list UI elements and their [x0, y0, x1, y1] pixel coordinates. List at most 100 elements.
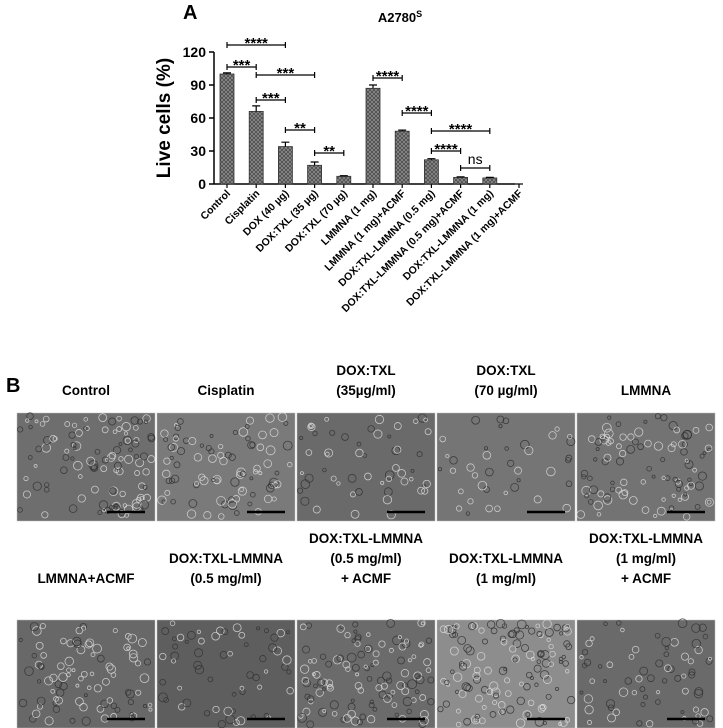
cell [484, 446, 488, 451]
cell [589, 678, 595, 684]
cell [300, 496, 310, 506]
cell [219, 650, 228, 659]
cell [142, 468, 150, 476]
cell [640, 702, 646, 707]
cell [382, 495, 393, 505]
significance-bracket [226, 64, 257, 70]
cell [565, 669, 570, 674]
cell [135, 496, 142, 503]
cell [114, 503, 119, 508]
cell [169, 442, 179, 452]
cell [282, 655, 292, 665]
error-bar [310, 161, 319, 166]
cell [286, 687, 294, 695]
cell [60, 466, 68, 474]
cell [681, 687, 689, 695]
cell [49, 673, 58, 683]
cell [52, 705, 61, 714]
cell [364, 644, 373, 654]
y-tick-label: 90 [190, 77, 206, 93]
cell [481, 638, 488, 645]
cell [624, 677, 633, 685]
cell [312, 671, 321, 679]
cell [193, 660, 203, 670]
cell [212, 474, 222, 485]
cell [32, 481, 42, 491]
cell [529, 675, 534, 680]
cell [100, 699, 109, 709]
cell [660, 414, 668, 422]
cell [231, 692, 237, 697]
panel-label: B [6, 375, 20, 397]
cell [163, 437, 169, 443]
micrograph-label: DOX:TXL-LMMNA [169, 551, 283, 566]
significance-label: *** [277, 65, 295, 82]
cell [660, 457, 666, 463]
cell [211, 631, 220, 641]
cell [312, 430, 318, 437]
cell [449, 467, 457, 474]
cell [239, 685, 245, 691]
micrograph [156, 412, 296, 522]
cell [44, 716, 54, 726]
cell [489, 711, 497, 718]
cell [305, 449, 313, 456]
cell [554, 426, 560, 432]
cell [548, 643, 554, 650]
cell [688, 668, 696, 676]
cell [131, 439, 140, 448]
cell [59, 682, 68, 691]
cell [642, 694, 649, 700]
cell [232, 623, 242, 633]
cell [597, 490, 605, 498]
cell [409, 476, 414, 482]
cell [355, 488, 363, 496]
cell [583, 694, 594, 704]
cell [160, 429, 169, 438]
cell [177, 418, 184, 425]
cell [525, 650, 535, 660]
cell [34, 419, 39, 424]
cell [174, 424, 181, 432]
cell [70, 456, 75, 461]
cell [350, 509, 360, 519]
cell [418, 642, 424, 648]
micrograph-image [436, 412, 576, 522]
cell [97, 509, 103, 515]
significance-label: *** [262, 90, 280, 107]
cell [646, 465, 652, 472]
cell [351, 638, 357, 644]
cell [366, 632, 371, 637]
cell [501, 623, 508, 629]
cell [584, 493, 590, 499]
cell [515, 718, 526, 728]
cell [64, 421, 71, 428]
cell [55, 688, 65, 697]
cell [329, 700, 339, 710]
cell [263, 628, 270, 634]
significance-bracket [430, 148, 462, 154]
cell [259, 655, 267, 663]
cell [533, 664, 542, 673]
cell [694, 645, 703, 655]
cell [635, 675, 643, 683]
cell [440, 677, 447, 685]
cell [297, 712, 308, 723]
cell [424, 428, 432, 436]
cell [603, 621, 608, 627]
cell [90, 652, 96, 658]
cell [81, 716, 91, 726]
cell [486, 688, 494, 695]
cell [467, 498, 474, 505]
error-bar [281, 141, 290, 147]
cell [258, 430, 267, 440]
cell [271, 496, 277, 502]
cell [205, 445, 212, 452]
cell [245, 435, 251, 442]
cell [511, 654, 520, 664]
cell [117, 510, 126, 519]
cell [274, 470, 280, 476]
cell [123, 643, 131, 652]
cell [465, 684, 473, 692]
cell [73, 639, 82, 649]
